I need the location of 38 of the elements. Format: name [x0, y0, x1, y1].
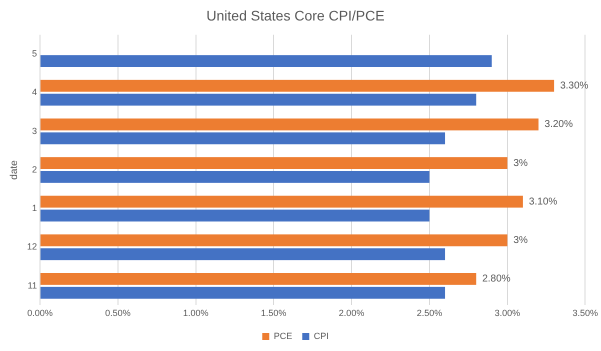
- bar: [40, 171, 430, 183]
- x-tick-label: 2.00%: [338, 308, 364, 318]
- y-tick-label: 4: [32, 87, 38, 98]
- bar: [40, 118, 539, 130]
- bar: [40, 132, 446, 144]
- x-tick-label: 0.00%: [27, 308, 53, 318]
- bar: [40, 55, 492, 67]
- y-tick-label: 12: [26, 242, 38, 252]
- x-tick-label: 2.50%: [416, 308, 442, 318]
- data-label: 3%: [513, 158, 528, 169]
- bar: [40, 80, 554, 92]
- y-axis-title: date: [8, 160, 20, 180]
- y-tick-label: 2: [32, 164, 38, 174]
- data-label: 3.30%: [560, 80, 589, 92]
- y-tick-label: 1: [32, 203, 38, 214]
- bar: [40, 234, 508, 246]
- bar: [40, 196, 523, 208]
- y-tick-label: 3: [32, 126, 38, 136]
- x-tick-label: 3.00%: [494, 308, 520, 318]
- x-tick-label: 3.50%: [572, 308, 598, 318]
- x-tick-label: 0.50%: [105, 308, 131, 318]
- x-tick-label: 1.00%: [183, 308, 209, 318]
- legend-label: CPI: [314, 330, 329, 341]
- y-tick-label: 11: [28, 280, 38, 290]
- data-label: 3.20%: [544, 119, 573, 130]
- chart-title: United States Core CPI/PCE: [206, 7, 385, 24]
- bar: [40, 273, 476, 285]
- data-label: 2.80%: [482, 274, 511, 285]
- x-tick-label: 1.50%: [260, 308, 286, 318]
- legend-label: PCE: [274, 330, 292, 341]
- y-tick-label: 5: [32, 48, 38, 59]
- data-label: 3%: [513, 235, 528, 246]
- data-label: 3.10%: [528, 196, 558, 208]
- bar: [40, 94, 476, 106]
- bar: [40, 248, 446, 260]
- bar: [40, 210, 430, 222]
- bar: [40, 157, 508, 169]
- bar: [40, 286, 446, 299]
